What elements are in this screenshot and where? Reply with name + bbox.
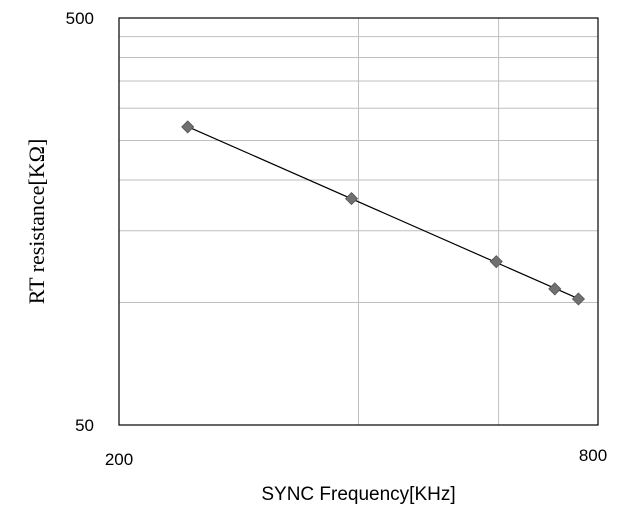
data-point-3 xyxy=(489,255,503,269)
y-axis-label: RT resistance[KΩ] xyxy=(24,139,49,305)
data-points xyxy=(181,120,586,306)
data-point-5 xyxy=(571,292,586,306)
data-point-4 xyxy=(548,282,562,296)
trend-line xyxy=(187,126,579,300)
x-tick-label-min: 200 xyxy=(105,450,133,469)
gridlines xyxy=(119,18,598,425)
data-point-1 xyxy=(181,120,195,134)
data-point-2 xyxy=(344,192,359,206)
x-axis-label: SYNC Frequency[KHz] xyxy=(261,484,455,505)
x-tick-label-max: 800 xyxy=(579,446,607,465)
plot-area-frame xyxy=(118,17,599,426)
y-tick-label-max: 500 xyxy=(66,9,94,28)
y-tick-label-min: 50 xyxy=(75,416,94,435)
